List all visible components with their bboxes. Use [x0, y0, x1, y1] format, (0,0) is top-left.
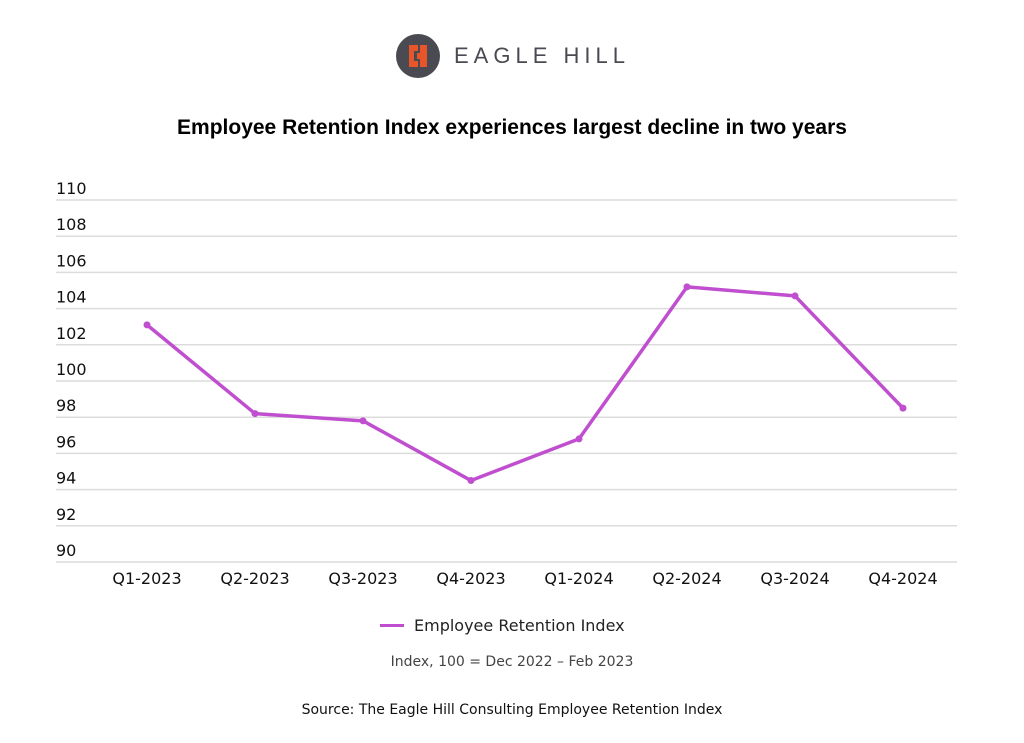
logo-text: EAGLE HILL [454, 43, 630, 68]
x-tick-label: Q4-2023 [436, 569, 505, 588]
y-tick-label: 94 [56, 469, 76, 488]
y-tick-label: 110 [56, 179, 87, 198]
series-line [145, 285, 905, 483]
y-tick-label: 102 [56, 324, 87, 343]
data-point [251, 410, 259, 418]
data-point [143, 321, 151, 329]
data-point [899, 404, 907, 412]
source-note: Source: The Eagle Hill Consulting Employ… [301, 702, 723, 718]
x-tick-label: Q1-2024 [544, 569, 613, 588]
data-point [575, 435, 583, 443]
y-tick-label: 96 [56, 432, 76, 451]
x-tick-label: Q3-2023 [328, 569, 397, 588]
data-point [467, 477, 475, 485]
line-chart: 110 108 106 104 102 100 98 96 94 92 90 Q1-2023 Q2-20… [56, 179, 957, 588]
eagle-hill-logo: EAGLE HILL [396, 34, 630, 78]
legend: Employee Retention Index [380, 616, 625, 635]
y-tick-label: 104 [56, 288, 87, 307]
x-tick-label: Q2-2023 [220, 569, 289, 588]
x-tick-label: Q2-2024 [652, 569, 721, 588]
legend-label: Employee Retention Index [414, 616, 625, 635]
chart-title: Employee Retention Index experiences lar… [177, 116, 847, 139]
y-tick-label: 100 [56, 360, 87, 379]
x-tick-label: Q1-2023 [112, 569, 181, 588]
y-tick-label: 90 [56, 541, 76, 560]
data-point [791, 292, 799, 300]
index-note: Index, 100 = Dec 2022 – Feb 2023 [390, 654, 634, 670]
data-point [359, 417, 367, 425]
y-tick-label: 108 [56, 215, 87, 234]
x-tick-label: Q4-2024 [868, 569, 937, 588]
y-tick-label: 98 [56, 396, 76, 415]
logo-mark-icon [396, 34, 440, 78]
y-tick-label: 106 [56, 251, 87, 270]
data-point [683, 283, 691, 291]
y-tick-label: 92 [56, 505, 76, 524]
x-tick-label: Q3-2024 [760, 569, 829, 588]
legend-swatch [380, 624, 404, 627]
